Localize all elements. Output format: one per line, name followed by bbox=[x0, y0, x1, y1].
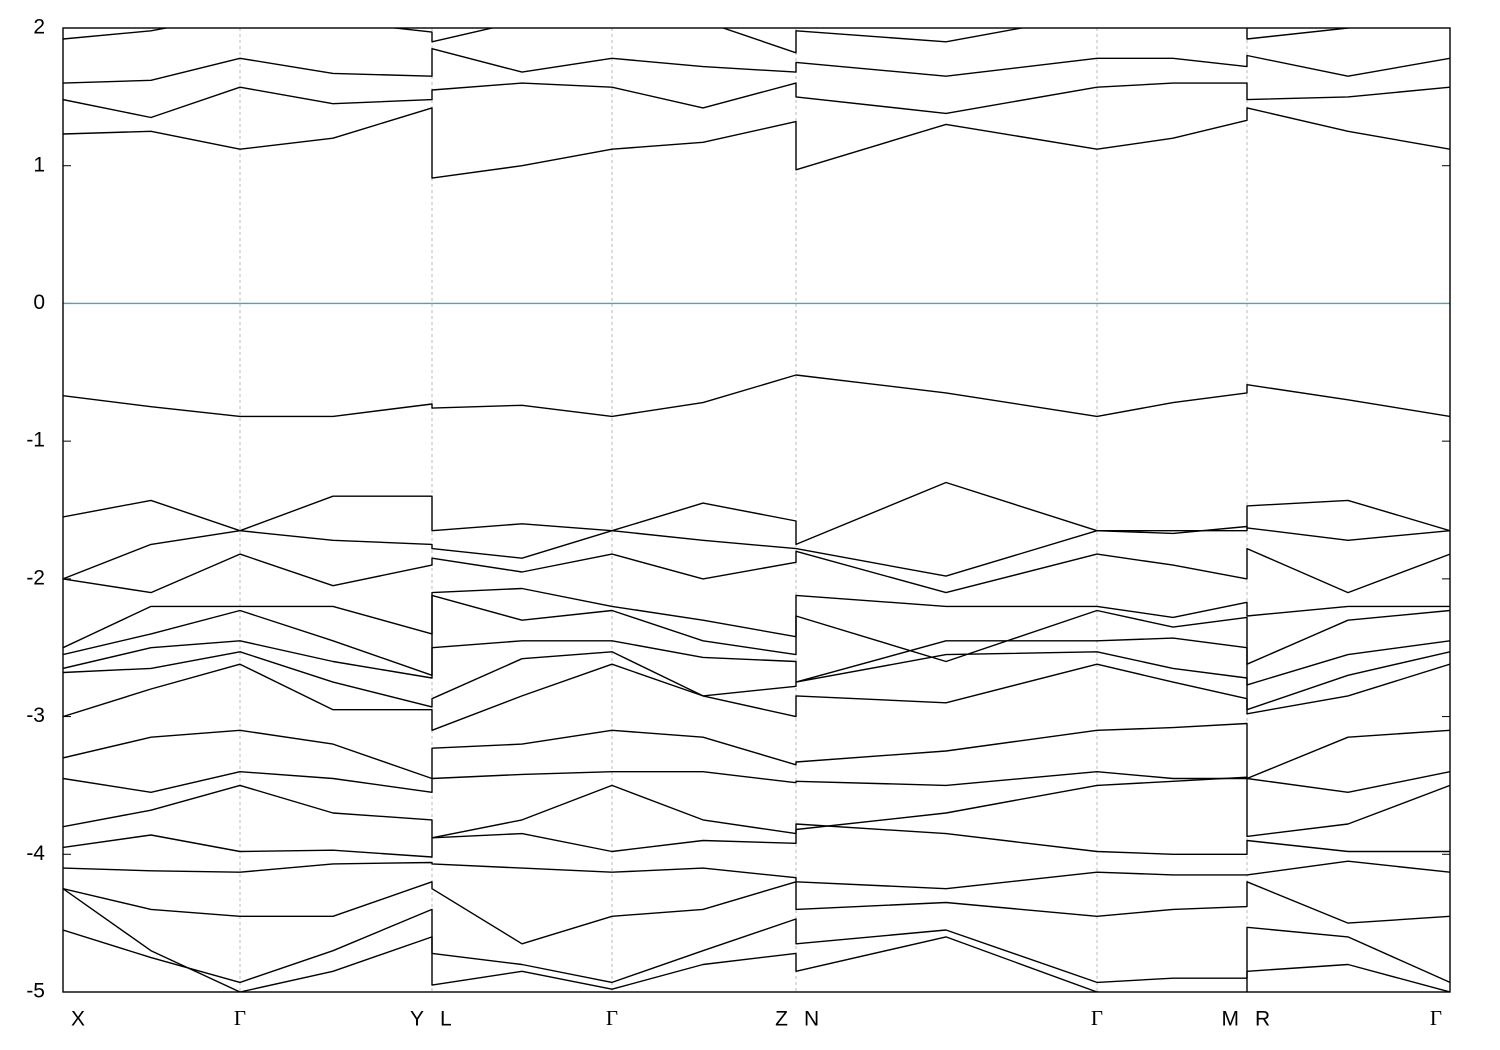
band-line bbox=[63, 48, 1450, 84]
band-line bbox=[63, 525, 1450, 580]
x-tick-label: Γ bbox=[234, 1006, 246, 1030]
y-tick-label: 0 bbox=[33, 291, 45, 314]
bands bbox=[63, 28, 1450, 992]
x-tick-label: X bbox=[71, 1008, 85, 1031]
band-line bbox=[63, 908, 1450, 984]
x-tick-label: Y bbox=[410, 1008, 424, 1031]
band-line bbox=[63, 107, 1450, 179]
x-tick-label: Z bbox=[775, 1008, 788, 1031]
x-tick-label: L bbox=[440, 1008, 452, 1031]
band-line bbox=[63, 722, 1450, 780]
x-tick-label: Γ bbox=[606, 1006, 618, 1030]
x-tick-label: Γ bbox=[1091, 1006, 1103, 1030]
x-tick-label: N bbox=[804, 1008, 819, 1031]
band-line bbox=[63, 823, 1450, 858]
x-tick-label: Γ bbox=[1430, 1006, 1442, 1030]
y-tick-label: -3 bbox=[26, 704, 45, 727]
y-tick-label: -1 bbox=[26, 429, 45, 452]
band-line bbox=[63, 481, 1450, 546]
y-tick-label: -2 bbox=[26, 566, 45, 589]
band-line bbox=[63, 776, 1450, 839]
y-tick-label: 1 bbox=[33, 153, 45, 176]
band-line bbox=[63, 587, 1450, 649]
band-line bbox=[63, 888, 1450, 992]
plot-frame bbox=[62, 27, 1451, 993]
band-line bbox=[63, 663, 1450, 731]
y-tick-label: 2 bbox=[33, 16, 45, 39]
band-line bbox=[63, 374, 1450, 418]
x-tick-label: M bbox=[1222, 1008, 1240, 1031]
band-line bbox=[63, 637, 1450, 686]
band-line bbox=[63, 594, 1450, 676]
band-line bbox=[63, 28, 1354, 54]
x-tick-label: R bbox=[1255, 1008, 1270, 1031]
band-line bbox=[63, 82, 1450, 119]
band-line bbox=[63, 860, 1450, 890]
y-tick-label: -5 bbox=[26, 980, 45, 1003]
band-line bbox=[63, 771, 1450, 793]
band-line bbox=[63, 651, 1450, 711]
band-line bbox=[63, 881, 1450, 945]
band-line bbox=[63, 547, 1450, 594]
y-tick-label: -4 bbox=[26, 842, 45, 865]
